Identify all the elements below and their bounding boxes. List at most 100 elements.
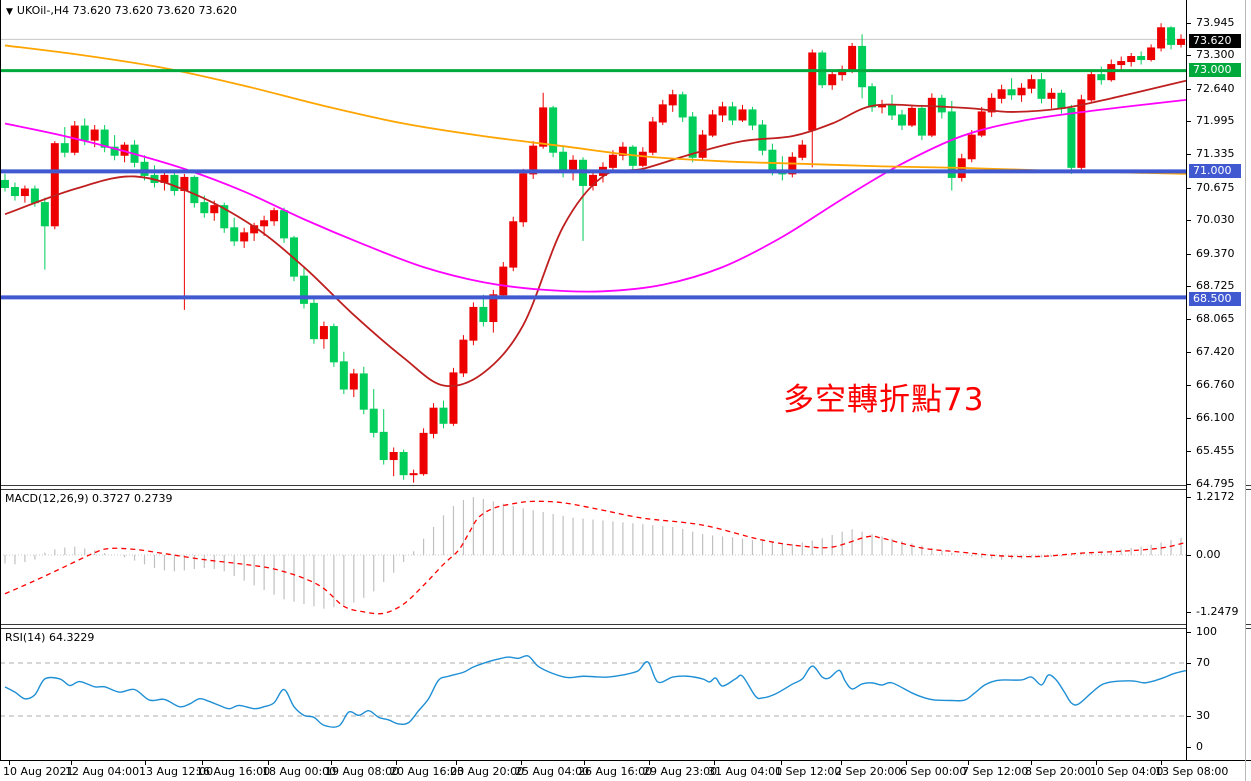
time-tick xyxy=(841,761,842,765)
time-axis-label: 8 Sep 20:00 xyxy=(1025,765,1092,778)
price-axis-label: 70.675 xyxy=(1196,181,1235,194)
price-axis-label: 65.455 xyxy=(1196,444,1235,457)
axis-tick xyxy=(1187,22,1191,24)
axis-tick xyxy=(1187,417,1191,419)
time-tick xyxy=(9,761,10,765)
main-chart-panel[interactable] xyxy=(0,0,1186,485)
main-chart-svg[interactable] xyxy=(0,0,1186,485)
price-axis-label: 68.725 xyxy=(1196,279,1235,292)
axis-tick xyxy=(1187,746,1191,748)
rsi-svg[interactable] xyxy=(0,629,1186,759)
price-axis-label: 73.945 xyxy=(1196,16,1235,29)
price-axis-label: 71.995 xyxy=(1196,114,1235,127)
time-tick xyxy=(649,761,650,765)
time-tick xyxy=(396,761,397,765)
time-axis-label: 31 Aug 04:00 xyxy=(708,765,783,778)
time-axis-label: 1 Sep 12:00 xyxy=(775,765,842,778)
time-tick xyxy=(71,761,72,765)
axis-tick xyxy=(1187,483,1191,485)
rsi-panel[interactable] xyxy=(0,629,1186,759)
chart-title-text: UKOil-,H4 73.620 73.620 73.620 73.620 xyxy=(16,4,238,17)
time-axis-label: 10 Sep 04:00 xyxy=(1090,765,1164,778)
time-axis-label: 25 Aug 04:00 xyxy=(515,765,590,778)
time-tick xyxy=(714,761,715,765)
axis-tick xyxy=(1187,384,1191,386)
time-axis-label: 20 Aug 16:00 xyxy=(390,765,465,778)
time-tick xyxy=(906,761,907,765)
time-tick xyxy=(968,761,969,765)
price-axis-label: 64.795 xyxy=(1196,477,1235,490)
time-tick xyxy=(1031,761,1032,765)
axis-tick xyxy=(1187,253,1191,255)
time-axis-label: 7 Sep 12:00 xyxy=(962,765,1029,778)
price-badge: 68.500 xyxy=(1189,292,1241,306)
time-axis[interactable]: 10 Aug 2021 12 Aug 04:00 13 Aug 12:00 16 Au… xyxy=(0,760,1251,781)
macd-svg[interactable] xyxy=(0,490,1186,624)
axis-tick xyxy=(1187,219,1191,221)
time-axis-label: 6 Sep 00:00 xyxy=(900,765,967,778)
rsi-header-label: RSI(14) 64.3229 xyxy=(5,631,95,644)
axis-tick xyxy=(1187,120,1191,122)
price-badge: 71.000 xyxy=(1189,164,1241,178)
price-axis-label: 71.335 xyxy=(1196,147,1235,160)
time-axis-label: 12 Aug 04:00 xyxy=(65,765,140,778)
price-axis-label: 72.640 xyxy=(1196,82,1235,95)
time-axis-label: 19 Aug 08:00 xyxy=(325,765,400,778)
time-tick xyxy=(1161,761,1162,765)
time-axis-label: 16 Aug 16:00 xyxy=(196,765,271,778)
panel-splitter-rsi[interactable] xyxy=(0,624,1251,629)
axis-tick xyxy=(1187,662,1191,664)
rsi-axis-label: 0 xyxy=(1196,740,1203,753)
price-axis-label: 68.065 xyxy=(1196,312,1235,325)
time-tick xyxy=(521,761,522,765)
macd-axis-label: 1.2172 xyxy=(1196,490,1235,503)
axis-tick xyxy=(1187,611,1191,613)
panel-splitter-macd[interactable] xyxy=(0,485,1251,490)
time-axis-label: 23 Aug 20:00 xyxy=(450,765,525,778)
time-axis-label: 13 Sep 08:00 xyxy=(1155,765,1229,778)
axis-tick xyxy=(1187,715,1191,717)
time-tick xyxy=(331,761,332,765)
time-tick xyxy=(202,761,203,765)
time-axis-label: 18 Aug 00:00 xyxy=(262,765,337,778)
window-left-edge xyxy=(0,0,1,760)
price-axis-label: 66.100 xyxy=(1196,411,1235,424)
macd-axis-label: 0.00 xyxy=(1196,548,1221,561)
axis-tick xyxy=(1187,187,1191,189)
price-axis-label: 69.370 xyxy=(1196,247,1235,260)
time-axis-label: 26 Aug 16:00 xyxy=(578,765,653,778)
time-tick xyxy=(145,761,146,765)
axis-tick xyxy=(1187,153,1191,155)
time-tick xyxy=(268,761,269,765)
price-axis-label: 73.300 xyxy=(1196,48,1235,61)
axis-tick xyxy=(1187,88,1191,90)
rsi-axis-label: 100 xyxy=(1196,625,1217,638)
price-axis-label: 66.760 xyxy=(1196,378,1235,391)
rsi-axis-label: 30 xyxy=(1196,709,1210,722)
collapse-triangle-icon[interactable]: ▼ xyxy=(6,7,13,17)
axis-tick xyxy=(1187,285,1191,287)
axis-tick xyxy=(1187,496,1191,498)
price-axis[interactable]: 73.945 73.300 72.640 71.995 71.335 70.675 70.0… xyxy=(1186,0,1245,760)
macd-axis-label: -1.2479 xyxy=(1196,605,1239,618)
time-tick xyxy=(781,761,782,765)
axis-tick xyxy=(1187,351,1191,353)
rsi-axis-label: 70 xyxy=(1196,656,1210,669)
time-axis-label: 29 Aug 23:00 xyxy=(643,765,718,778)
macd-panel[interactable] xyxy=(0,490,1186,624)
time-tick xyxy=(456,761,457,765)
macd-header-label: MACD(12,26,9) 0.3727 0.2739 xyxy=(5,492,173,505)
price-axis-label: 70.030 xyxy=(1196,213,1235,226)
time-axis-label: 13 Aug 12:00 xyxy=(139,765,214,778)
axis-tick xyxy=(1187,554,1191,556)
time-tick xyxy=(584,761,585,765)
chart-title: ▼ UKOil-,H4 73.620 73.620 73.620 73.620 xyxy=(6,4,237,17)
price-badge: 73.000 xyxy=(1189,63,1241,77)
axis-tick xyxy=(1187,54,1191,56)
axis-tick xyxy=(1187,631,1191,633)
axis-tick xyxy=(1187,318,1191,320)
time-axis-label: 10 Aug 2021 xyxy=(3,765,74,778)
chart-annotation-text: 多空轉折點73 xyxy=(783,382,985,418)
window-right-edge xyxy=(1245,0,1246,781)
